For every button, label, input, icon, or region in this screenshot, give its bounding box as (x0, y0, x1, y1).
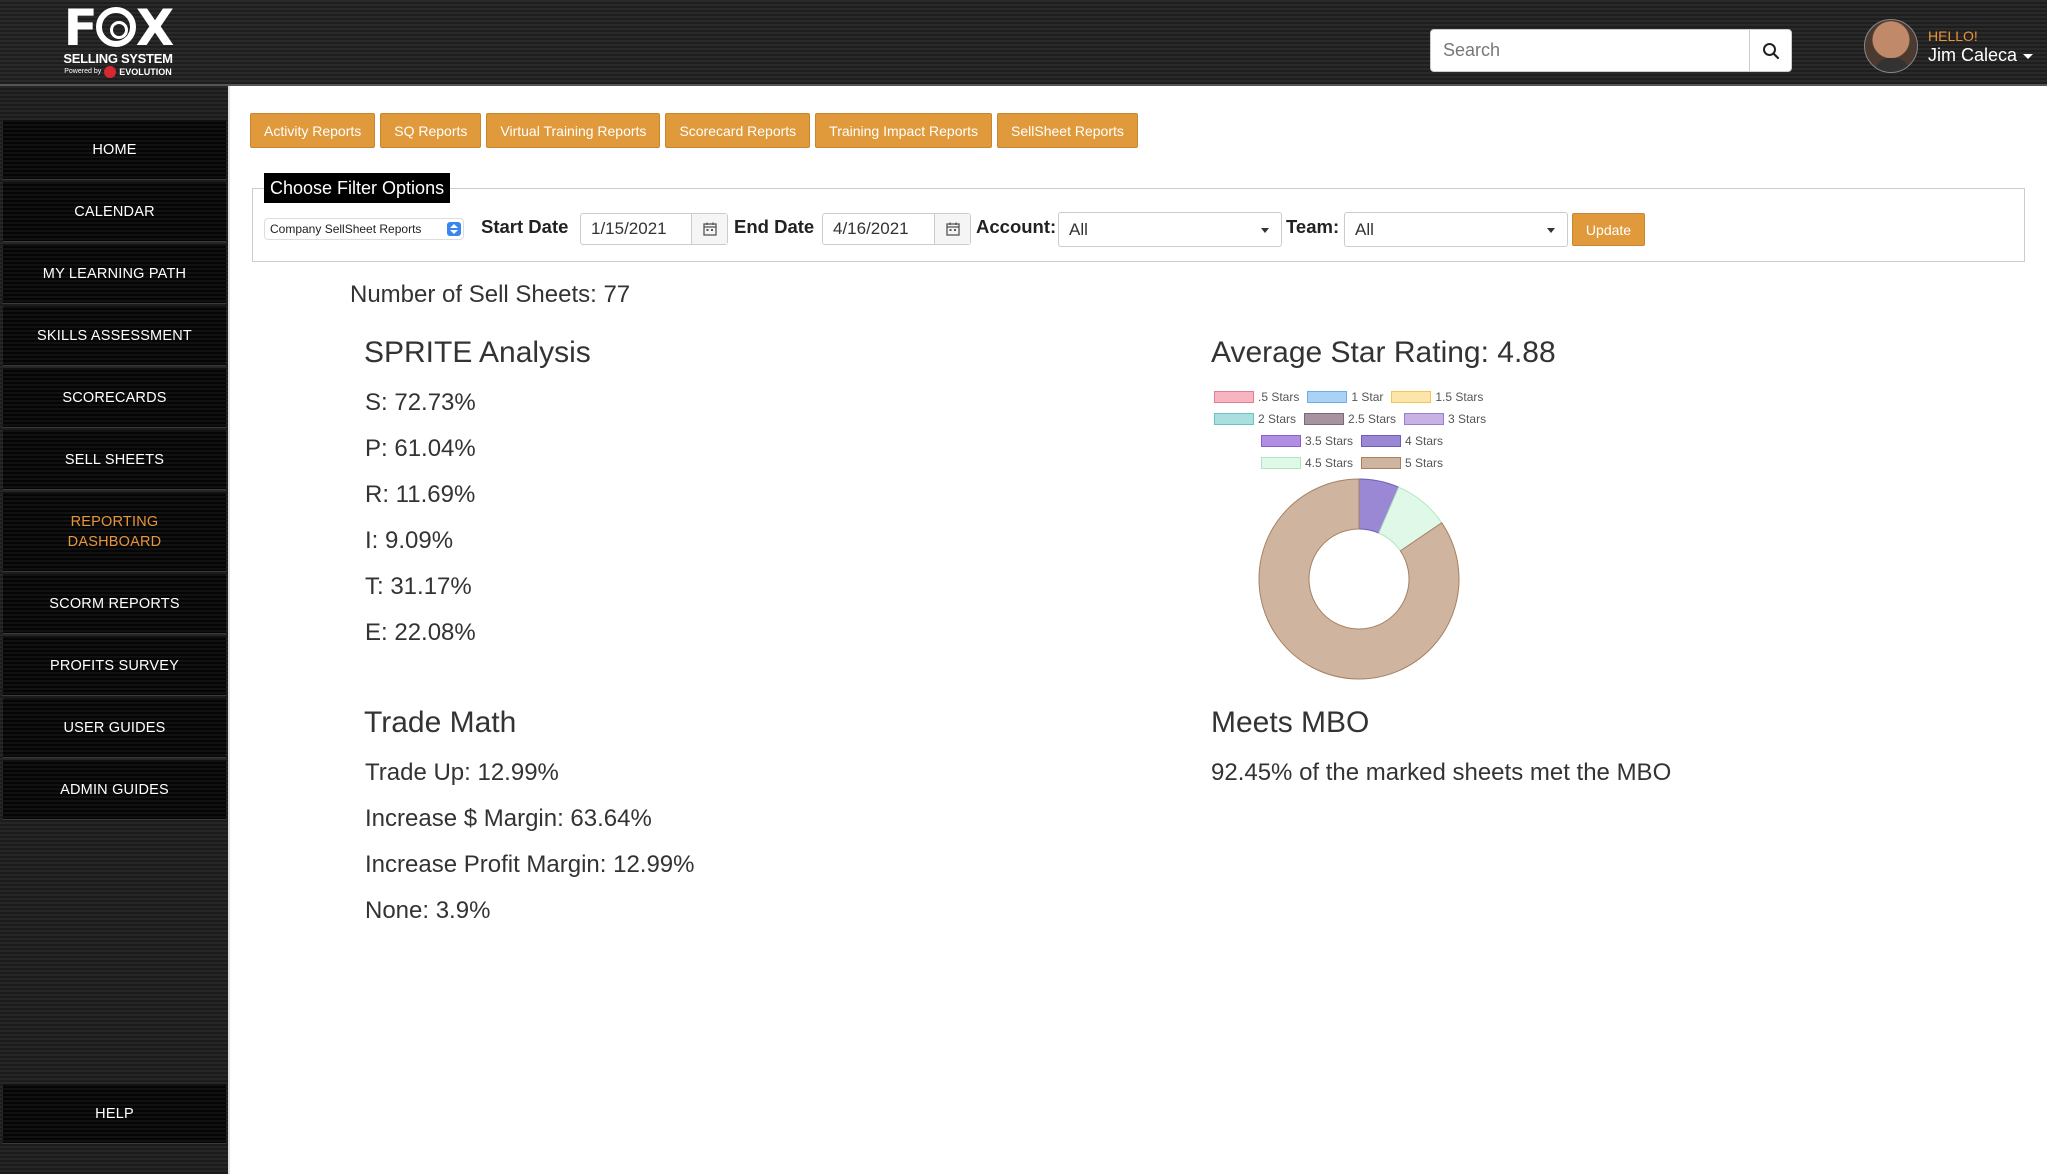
sprite-analysis-title: SPRITE Analysis (364, 336, 591, 369)
legend-swatch (1304, 413, 1345, 425)
search-input[interactable] (1431, 30, 1749, 71)
sidebar-item-help[interactable]: HELP (3, 1084, 226, 1144)
sprite-p: P: 61.04% (365, 435, 476, 462)
legend-swatch (1391, 391, 1432, 403)
start-date-calendar-button[interactable] (691, 214, 727, 244)
average-star-rating-title: Average Star Rating: 4.88 (1211, 336, 1556, 369)
legend-item[interactable]: 3 Stars (1404, 412, 1486, 426)
legend-swatch (1307, 391, 1348, 403)
chevron-down-icon (2023, 53, 2034, 59)
search-button[interactable] (1749, 30, 1791, 71)
chevron-down-icon (1261, 228, 1269, 233)
start-date-field[interactable]: 1/15/2021 (580, 213, 728, 245)
user-name: Jim Caleca (1928, 45, 2034, 65)
main-content: Activity Reports SQ Reports Virtual Trai… (232, 88, 2047, 1174)
hello-label: HELLO! (1928, 28, 1978, 44)
sidebar-item-skills-assessment[interactable]: SKILLS ASSESSMENT (3, 306, 226, 366)
update-button[interactable]: Update (1572, 213, 1645, 246)
legend-swatch (1214, 391, 1254, 403)
legend-item[interactable]: 5 Stars (1361, 456, 1443, 470)
sidebar-item-profits-survey[interactable]: PROFITS SURVEY (3, 636, 226, 696)
tab-activity-reports[interactable]: Activity Reports (250, 113, 376, 148)
legend-item[interactable]: 2 Stars (1214, 412, 1296, 426)
team-select[interactable]: All (1344, 212, 1568, 247)
avatar[interactable] (1864, 19, 1918, 73)
star-rating-donut-chart (1258, 478, 1460, 680)
sidebar-item-scorecards[interactable]: SCORECARDS (3, 368, 226, 428)
legend-item[interactable]: 2.5 Stars (1304, 412, 1396, 426)
sprite-r: R: 11.69% (365, 481, 476, 508)
sidebar-item-calendar[interactable]: CALENDAR (3, 182, 226, 242)
trade-none: None: 3.9% (365, 897, 491, 924)
tab-scorecard-reports[interactable]: Scorecard Reports (665, 113, 811, 148)
sidebar-item-home[interactable]: HOME (3, 120, 226, 180)
legend-swatch (1361, 457, 1402, 469)
logo-powered-by: Powered by EVOLUTION (64, 66, 172, 78)
legend-item[interactable]: .5 Stars (1214, 390, 1299, 404)
end-date-calendar-button[interactable] (934, 214, 970, 244)
sprite-t: T: 31.17% (365, 573, 472, 600)
increase-dollar-margin: Increase $ Margin: 63.64% (365, 805, 652, 832)
tab-virtual-training-reports[interactable]: Virtual Training Reports (486, 113, 661, 148)
sidebar-item-sell-sheets[interactable]: SELL SHEETS (3, 430, 226, 490)
tab-training-impact-reports[interactable]: Training Impact Reports (815, 113, 993, 148)
donut-slice-5-stars[interactable] (1258, 478, 1460, 680)
legend-item[interactable]: 4 Stars (1361, 434, 1443, 448)
report-tabs: Activity Reports SQ Reports Virtual Trai… (250, 113, 1138, 148)
sidebar-item-my-learning-path[interactable]: MY LEARNING PATH (3, 244, 226, 304)
learning-evolution-icon (104, 66, 117, 78)
sidebar: HOME CALENDAR MY LEARNING PATH SKILLS AS… (0, 86, 230, 1174)
top-header: FX SELLING SYSTEM Powered by EVOLUTION H… (0, 0, 2047, 86)
number-of-sell-sheets: Number of Sell Sheets: 77 (350, 281, 631, 308)
chevron-down-icon (1547, 228, 1555, 233)
account-select[interactable]: All (1058, 212, 1282, 247)
legend-item[interactable]: 1.5 Stars (1391, 390, 1483, 404)
trade-math-title: Trade Math (364, 706, 517, 739)
start-date-value[interactable]: 1/15/2021 (591, 219, 667, 238)
legend-item[interactable]: 1 Star (1307, 390, 1383, 404)
legend-swatch (1261, 435, 1301, 447)
account-label: Account: (976, 216, 1057, 237)
legend-item[interactable]: 4.5 Stars (1261, 456, 1353, 470)
calendar-icon (702, 222, 717, 236)
search-icon (1762, 42, 1779, 59)
legend-swatch (1404, 413, 1445, 425)
sidebar-item-admin-guides[interactable]: ADMIN GUIDES (3, 760, 226, 820)
sidebar-item-reporting-dashboard[interactable]: REPORTING DASHBOARD (3, 492, 226, 572)
meets-mbo-text: 92.45% of the marked sheets met the MBO (1211, 759, 1672, 786)
legend-swatch (1261, 457, 1301, 469)
user-greeting[interactable]: HELLO! Jim Caleca (1928, 27, 2034, 65)
report-type-select[interactable]: Company SellSheet Reports (264, 218, 464, 240)
calendar-icon (945, 222, 960, 236)
end-date-field[interactable]: 4/16/2021 (822, 213, 971, 245)
tab-sellsheet-reports[interactable]: SellSheet Reports (997, 113, 1138, 148)
legend-swatch (1214, 413, 1254, 425)
legend-item[interactable]: 3.5 Stars (1261, 434, 1353, 448)
trade-up: Trade Up: 12.99% (365, 759, 559, 786)
sprite-e: E: 22.08% (365, 619, 476, 646)
sprite-s: S: 72.73% (365, 389, 476, 416)
end-date-label: End Date (734, 216, 815, 237)
search-bar (1430, 29, 1792, 72)
meets-mbo-title: Meets MBO (1211, 706, 1370, 739)
user-menu[interactable]: HELLO! Jim Caleca (1864, 19, 2034, 73)
tab-sq-reports[interactable]: SQ Reports (380, 113, 482, 148)
start-date-label: Start Date (481, 216, 569, 237)
sidebar-item-user-guides[interactable]: USER GUIDES (3, 698, 226, 758)
legend-swatch (1361, 435, 1402, 447)
increase-profit-margin: Increase Profit Margin: 12.99% (365, 851, 695, 878)
filter-panel (252, 188, 2025, 262)
logo-o-mark (95, 7, 136, 47)
team-label: Team: (1286, 216, 1340, 237)
sprite-i: I: 9.09% (365, 527, 454, 554)
sidebar-item-scorm-reports[interactable]: SCORM REPORTS (3, 574, 226, 634)
filter-title: Choose Filter Options (264, 173, 451, 203)
logo-subtitle: SELLING SYSTEM (63, 51, 173, 66)
select-arrows-icon (447, 222, 461, 236)
end-date-value[interactable]: 4/16/2021 (833, 219, 909, 238)
